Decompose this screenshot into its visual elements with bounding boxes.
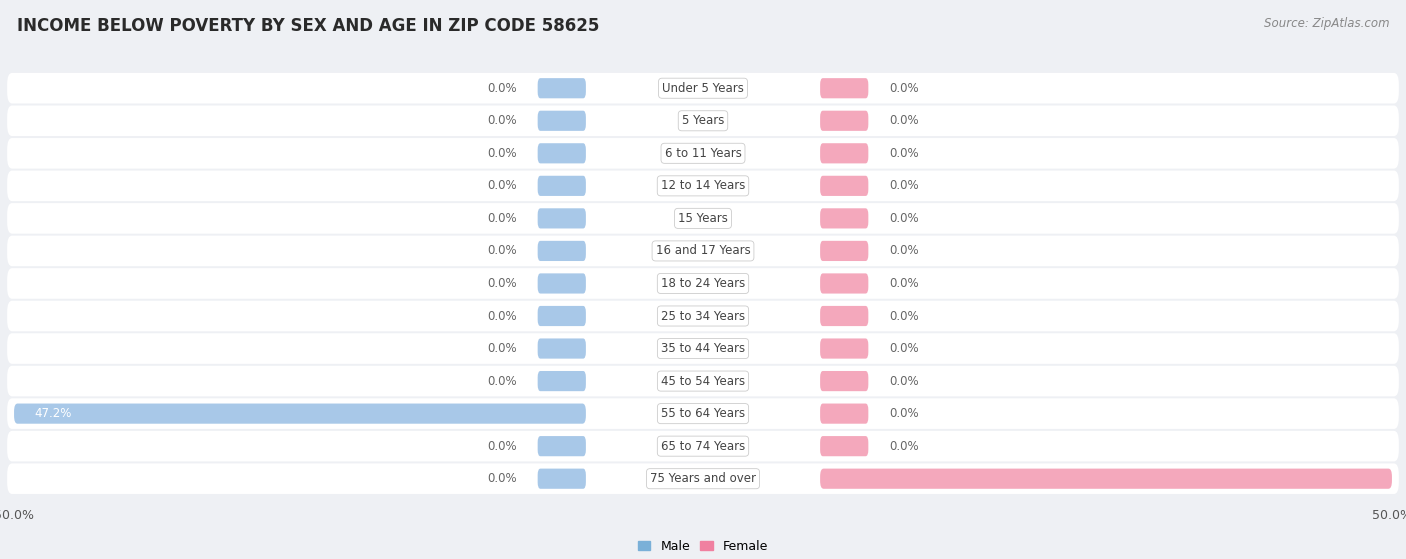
Text: 0.0%: 0.0% bbox=[889, 310, 918, 323]
Text: 6 to 11 Years: 6 to 11 Years bbox=[665, 147, 741, 160]
Text: 0.0%: 0.0% bbox=[889, 114, 918, 127]
Text: 16 and 17 Years: 16 and 17 Years bbox=[655, 244, 751, 258]
FancyBboxPatch shape bbox=[7, 73, 1399, 103]
Text: 0.0%: 0.0% bbox=[488, 244, 517, 258]
Text: 45 to 54 Years: 45 to 54 Years bbox=[661, 375, 745, 387]
Text: 55 to 64 Years: 55 to 64 Years bbox=[661, 407, 745, 420]
Text: Source: ZipAtlas.com: Source: ZipAtlas.com bbox=[1264, 17, 1389, 30]
FancyBboxPatch shape bbox=[820, 468, 1392, 489]
Text: 12 to 14 Years: 12 to 14 Years bbox=[661, 179, 745, 192]
Text: 18 to 24 Years: 18 to 24 Years bbox=[661, 277, 745, 290]
Text: 0.0%: 0.0% bbox=[488, 440, 517, 453]
Text: 75 Years and over: 75 Years and over bbox=[650, 472, 756, 485]
Text: 0.0%: 0.0% bbox=[889, 407, 918, 420]
FancyBboxPatch shape bbox=[537, 143, 586, 163]
Text: 0.0%: 0.0% bbox=[488, 212, 517, 225]
FancyBboxPatch shape bbox=[7, 170, 1399, 201]
FancyBboxPatch shape bbox=[820, 306, 869, 326]
Text: 0.0%: 0.0% bbox=[889, 147, 918, 160]
FancyBboxPatch shape bbox=[537, 436, 586, 456]
Text: 0.0%: 0.0% bbox=[889, 82, 918, 94]
FancyBboxPatch shape bbox=[537, 209, 586, 229]
FancyBboxPatch shape bbox=[537, 111, 586, 131]
FancyBboxPatch shape bbox=[7, 463, 1399, 494]
Text: 0.0%: 0.0% bbox=[889, 277, 918, 290]
Text: 0.0%: 0.0% bbox=[889, 244, 918, 258]
FancyBboxPatch shape bbox=[7, 268, 1399, 299]
Text: 0.0%: 0.0% bbox=[889, 179, 918, 192]
FancyBboxPatch shape bbox=[820, 273, 869, 293]
FancyBboxPatch shape bbox=[820, 404, 869, 424]
Text: 65 to 74 Years: 65 to 74 Years bbox=[661, 440, 745, 453]
Text: 0.0%: 0.0% bbox=[488, 375, 517, 387]
FancyBboxPatch shape bbox=[537, 176, 586, 196]
Text: 0.0%: 0.0% bbox=[488, 310, 517, 323]
FancyBboxPatch shape bbox=[537, 468, 586, 489]
Text: 0.0%: 0.0% bbox=[488, 472, 517, 485]
Text: 0.0%: 0.0% bbox=[488, 147, 517, 160]
FancyBboxPatch shape bbox=[14, 404, 586, 424]
FancyBboxPatch shape bbox=[820, 436, 869, 456]
FancyBboxPatch shape bbox=[820, 143, 869, 163]
Text: 0.0%: 0.0% bbox=[488, 179, 517, 192]
Text: 0.0%: 0.0% bbox=[889, 342, 918, 355]
Text: 0.0%: 0.0% bbox=[488, 82, 517, 94]
Text: 0.0%: 0.0% bbox=[488, 277, 517, 290]
FancyBboxPatch shape bbox=[7, 399, 1399, 429]
FancyBboxPatch shape bbox=[820, 338, 869, 359]
FancyBboxPatch shape bbox=[820, 111, 869, 131]
FancyBboxPatch shape bbox=[537, 371, 586, 391]
FancyBboxPatch shape bbox=[7, 236, 1399, 266]
Text: 0.0%: 0.0% bbox=[889, 212, 918, 225]
FancyBboxPatch shape bbox=[7, 431, 1399, 461]
FancyBboxPatch shape bbox=[7, 333, 1399, 364]
Text: 5 Years: 5 Years bbox=[682, 114, 724, 127]
FancyBboxPatch shape bbox=[537, 78, 586, 98]
Text: 0.0%: 0.0% bbox=[889, 440, 918, 453]
Legend: Male, Female: Male, Female bbox=[633, 535, 773, 558]
FancyBboxPatch shape bbox=[537, 338, 586, 359]
FancyBboxPatch shape bbox=[537, 273, 586, 293]
FancyBboxPatch shape bbox=[7, 106, 1399, 136]
FancyBboxPatch shape bbox=[820, 209, 869, 229]
Text: Under 5 Years: Under 5 Years bbox=[662, 82, 744, 94]
FancyBboxPatch shape bbox=[820, 241, 869, 261]
Text: 25 to 34 Years: 25 to 34 Years bbox=[661, 310, 745, 323]
FancyBboxPatch shape bbox=[820, 78, 869, 98]
FancyBboxPatch shape bbox=[7, 366, 1399, 396]
FancyBboxPatch shape bbox=[7, 203, 1399, 234]
FancyBboxPatch shape bbox=[7, 301, 1399, 331]
FancyBboxPatch shape bbox=[537, 306, 586, 326]
Text: 0.0%: 0.0% bbox=[889, 375, 918, 387]
Text: 0.0%: 0.0% bbox=[488, 342, 517, 355]
Text: 47.2%: 47.2% bbox=[35, 407, 72, 420]
Text: 15 Years: 15 Years bbox=[678, 212, 728, 225]
FancyBboxPatch shape bbox=[820, 176, 869, 196]
Text: INCOME BELOW POVERTY BY SEX AND AGE IN ZIP CODE 58625: INCOME BELOW POVERTY BY SEX AND AGE IN Z… bbox=[17, 17, 599, 35]
FancyBboxPatch shape bbox=[820, 371, 869, 391]
FancyBboxPatch shape bbox=[7, 138, 1399, 169]
Text: 0.0%: 0.0% bbox=[488, 114, 517, 127]
FancyBboxPatch shape bbox=[537, 241, 586, 261]
Text: 35 to 44 Years: 35 to 44 Years bbox=[661, 342, 745, 355]
